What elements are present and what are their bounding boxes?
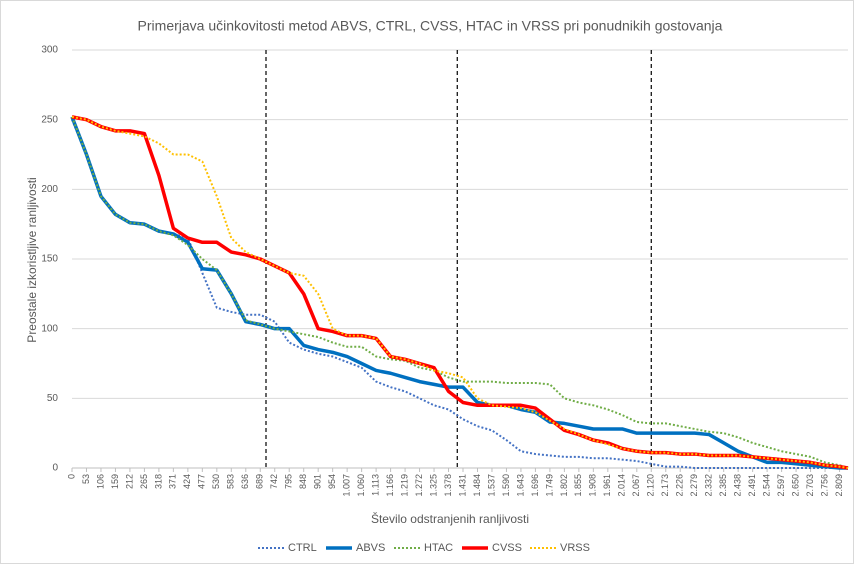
y-tick-label: 250 — [41, 114, 58, 125]
x-tick-label: 1.855 — [573, 474, 583, 497]
x-tick-label: 1.219 — [399, 474, 409, 497]
x-tick-label: 583 — [226, 474, 236, 489]
x-tick-label: 1.431 — [457, 474, 467, 497]
x-tick-label: 1.696 — [530, 474, 540, 497]
y-tick-label: 300 — [41, 45, 58, 56]
x-tick-label: 1.802 — [559, 474, 569, 497]
x-tick-label: 1.113 — [370, 474, 380, 496]
x-tick-label: 1.007 — [342, 474, 352, 497]
x-tick-label: 1.166 — [385, 474, 395, 497]
x-tick-label: 1.590 — [501, 474, 511, 497]
x-tick-label: 1.325 — [428, 474, 438, 497]
x-tick-label: 371 — [168, 474, 178, 489]
x-tick-label: 2.332 — [704, 474, 714, 497]
x-tick-label: 318 — [153, 474, 163, 489]
x-tick-label: 2.014 — [617, 474, 627, 497]
x-tick-label: 2.173 — [660, 474, 670, 497]
x-tick-label: 1.272 — [414, 474, 424, 497]
x-tick-label: 159 — [110, 474, 120, 489]
x-tick-label: 2.703 — [805, 474, 815, 497]
x-tick-label: 2.438 — [733, 474, 743, 497]
x-tick-label: 2.120 — [646, 474, 656, 497]
x-tick-label: 1.643 — [515, 474, 525, 497]
x-tick-label: 636 — [240, 474, 250, 489]
x-tick-label: 265 — [139, 474, 149, 489]
x-tick-label: 742 — [269, 474, 279, 489]
x-tick-label: 530 — [211, 474, 221, 489]
legend-label: ABVS — [356, 542, 385, 554]
x-tick-label: 1.378 — [443, 474, 453, 497]
legend-label: VRSS — [560, 542, 590, 554]
x-tick-label: 2.756 — [819, 474, 829, 497]
x-tick-label: 1.749 — [544, 474, 554, 497]
series-line — [70, 116, 848, 470]
x-tick-label: 1.537 — [486, 474, 496, 497]
legend-label: HTAC — [424, 542, 453, 554]
y-tick-label: 50 — [47, 393, 59, 404]
x-tick-label: 689 — [255, 474, 265, 489]
y-tick-label: 200 — [41, 184, 58, 195]
x-tick-label: 2.809 — [834, 474, 844, 497]
x-tick-label: 795 — [284, 474, 294, 489]
x-tick-label: 2.544 — [761, 474, 771, 497]
x-tick-label: 2.067 — [631, 474, 641, 497]
x-tick-label: 477 — [197, 474, 207, 489]
series-line — [71, 119, 848, 469]
x-tick-label: 1.484 — [472, 474, 482, 497]
x-tick-label: 901 — [313, 474, 323, 489]
x-tick-label: 2.385 — [718, 474, 728, 497]
x-tick-label: 1.908 — [588, 474, 598, 497]
series-line — [71, 116, 849, 469]
x-tick-label: 954 — [327, 474, 337, 489]
y-tick-label: 100 — [41, 323, 58, 334]
x-tick-label: 106 — [95, 474, 105, 489]
x-tick-label: 2.597 — [776, 474, 786, 497]
x-tick-label: 424 — [182, 474, 192, 489]
legend-label: CTRL — [288, 542, 317, 554]
x-tick-label: 0 — [66, 474, 76, 479]
x-tick-label: 2.650 — [790, 474, 800, 497]
x-tick-label: 2.491 — [747, 474, 757, 497]
chart-title: Primerjava učinkovitosti metod ABVS, CTR… — [138, 18, 723, 34]
legend-label: CVSS — [492, 542, 522, 554]
x-tick-label: 2.226 — [675, 474, 685, 497]
x-tick-label: 212 — [124, 474, 134, 489]
y-tick-label: 150 — [41, 254, 58, 265]
x-tick-label: 1.961 — [602, 474, 612, 497]
y-tick-label: 0 — [52, 463, 58, 474]
y-axis-label: Preostale izkoristljive ranljivosti — [25, 177, 39, 342]
x-tick-label: 1.060 — [356, 474, 366, 497]
series-line — [71, 115, 849, 469]
x-tick-label: 848 — [298, 474, 308, 489]
x-axis-label: Število odstranjenih ranljivosti — [371, 511, 529, 526]
x-tick-label: 2.279 — [689, 474, 699, 497]
x-tick-label: 53 — [81, 474, 91, 484]
